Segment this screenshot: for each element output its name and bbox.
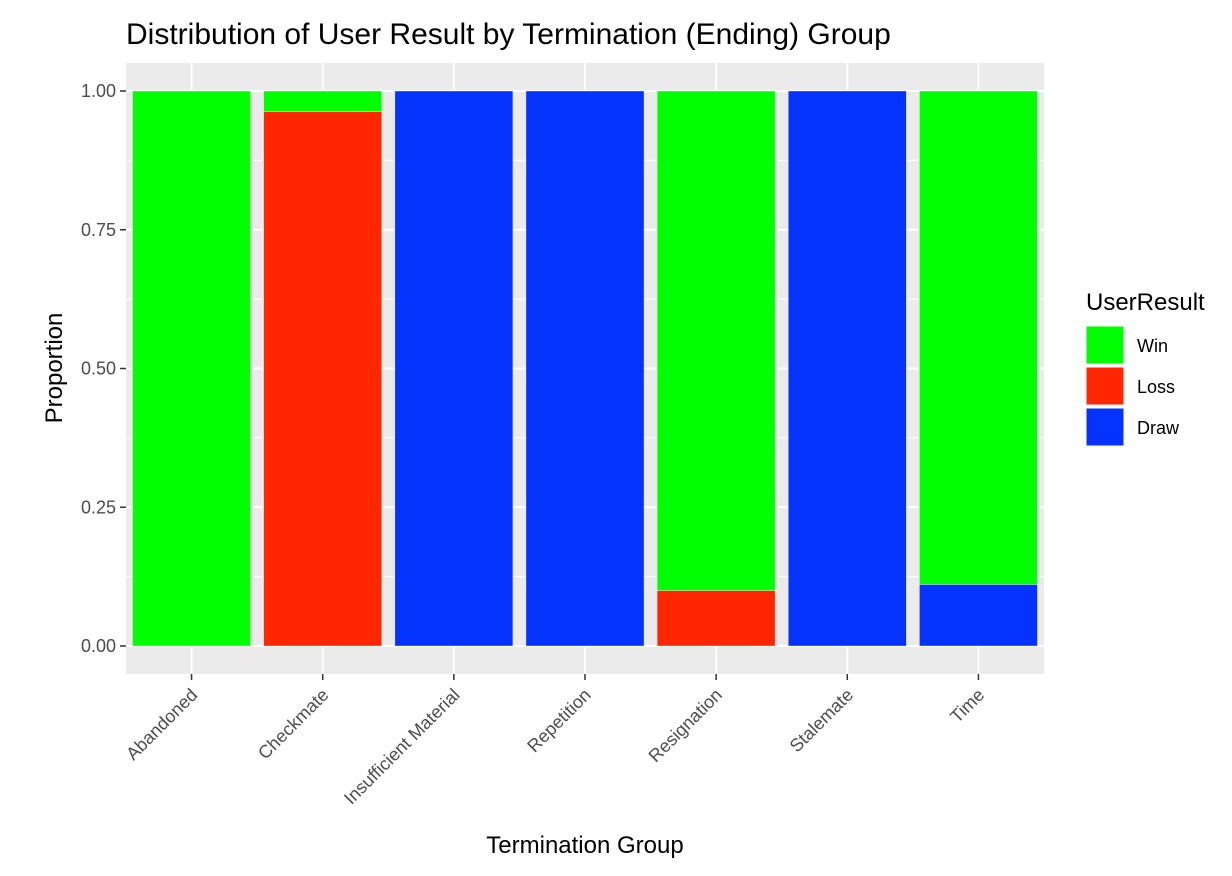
legend-title: UserResult — [1086, 289, 1205, 316]
x-tick-label: Abandoned — [122, 685, 201, 764]
y-tick-label: 0.25 — [81, 497, 116, 517]
chart-title: Distribution of User Result by Terminati… — [126, 18, 891, 51]
legend-key-draw — [1085, 407, 1125, 447]
x-tick-label: Insufficient Material — [340, 685, 464, 809]
legend-label-loss: Loss — [1137, 377, 1175, 397]
x-tick-label: Repetition — [523, 685, 594, 756]
bars — [132, 90, 1038, 647]
x-tick-label: Stalemate — [786, 685, 857, 756]
x-axis: Abandoned Checkmate Insufficient Material R… — [122, 674, 988, 808]
bar-draw-time — [919, 584, 1038, 647]
x-axis-title: Termination Group — [486, 832, 683, 859]
y-tick-label: 1.00 — [81, 81, 116, 101]
bar-loss-checkmate — [263, 111, 383, 647]
y-tick-label: 0.00 — [81, 636, 116, 656]
bar-loss-resignation — [656, 590, 776, 647]
legend-label-draw: Draw — [1137, 418, 1180, 438]
x-tick-label: Checkmate — [254, 685, 333, 764]
bar-win-checkmate — [263, 90, 383, 112]
bar-draw-insufficient-material — [394, 90, 514, 647]
x-tick-label: Time — [946, 685, 988, 727]
bar-draw-stalemate — [787, 90, 907, 647]
legend-label-win: Win — [1137, 336, 1168, 356]
bar-win-time — [919, 90, 1038, 585]
bar-draw-repetition — [525, 90, 645, 647]
y-tick-label: 0.50 — [81, 359, 116, 379]
x-tick-label: Resignation — [645, 685, 726, 766]
bar-win-abandoned — [132, 90, 251, 647]
legend: Win Loss Draw — [1085, 325, 1180, 447]
bar-win-resignation — [656, 90, 776, 591]
y-axis-title: Proportion — [41, 313, 68, 424]
legend-key-win — [1085, 325, 1125, 365]
legend-key-loss — [1085, 366, 1125, 406]
y-axis: 0.00 0.25 0.50 0.75 1.00 — [81, 81, 126, 656]
y-tick-label: 0.75 — [81, 220, 116, 240]
